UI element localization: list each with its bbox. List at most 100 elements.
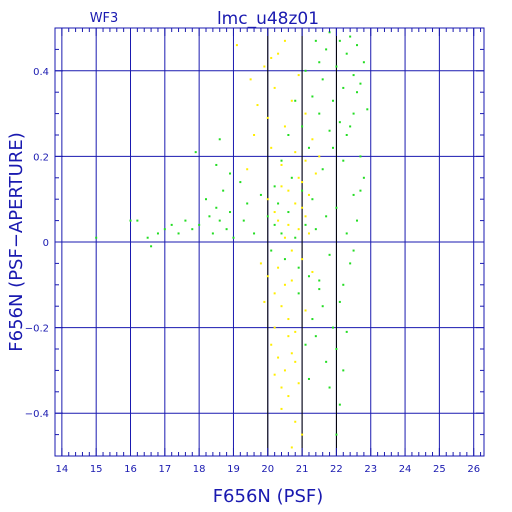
data-point (249, 78, 252, 81)
data-point (314, 335, 317, 338)
data-point (273, 223, 276, 226)
data-point (294, 202, 297, 205)
data-point (307, 275, 310, 278)
data-point (366, 108, 369, 111)
data-point (294, 236, 297, 239)
data-point (277, 202, 280, 205)
data-point (331, 146, 334, 149)
data-point (345, 52, 348, 55)
data-point (356, 219, 359, 222)
data-point (283, 369, 286, 372)
data-point (170, 223, 173, 226)
data-point (359, 155, 362, 158)
data-point (301, 189, 304, 192)
data-point (218, 219, 221, 222)
data-point (297, 228, 300, 231)
data-point (311, 198, 314, 201)
data-point (314, 172, 317, 175)
data-point (273, 292, 276, 295)
data-point (232, 236, 235, 239)
data-point (273, 373, 276, 376)
data-point (297, 266, 300, 269)
data-point (290, 279, 293, 282)
data-point (280, 305, 283, 308)
x-tick-label: 20 (261, 464, 274, 475)
data-point (314, 228, 317, 231)
grid-layer (55, 28, 484, 456)
data-point (311, 318, 314, 321)
x-tick-label: 14 (55, 464, 68, 475)
data-point (318, 112, 321, 115)
data-point (287, 211, 290, 214)
data-point (280, 185, 283, 188)
data-point (191, 228, 194, 231)
data-point (253, 134, 256, 136)
data-point (287, 318, 290, 321)
data-point (311, 138, 314, 141)
data-point (318, 155, 321, 158)
data-point (304, 309, 307, 312)
data-point (277, 266, 280, 269)
data-point (163, 228, 166, 231)
data-point (215, 163, 218, 166)
data-point (349, 262, 352, 265)
data-point (270, 343, 273, 346)
data-point (338, 300, 341, 303)
data-point (283, 236, 286, 239)
y-tick-label: −0.2 (25, 324, 49, 335)
data-point (290, 249, 293, 252)
data-point (287, 223, 290, 226)
data-point (297, 74, 300, 77)
data-point (318, 279, 321, 282)
data-point (297, 176, 300, 179)
data-point (150, 245, 153, 248)
data-point (259, 262, 262, 265)
y-tick-label: 0.4 (33, 67, 49, 78)
data-point (304, 112, 307, 115)
data-point (338, 403, 341, 406)
chart-title: lmc_u48z01 (217, 9, 319, 29)
data-point (235, 44, 238, 47)
data-point (318, 288, 321, 291)
x-tick-label: 15 (90, 464, 103, 475)
data-point (304, 223, 307, 226)
data-point (277, 356, 280, 359)
data-point (307, 232, 310, 235)
data-point (307, 146, 310, 149)
data-point (335, 206, 338, 209)
data-point (352, 74, 355, 77)
data-point (270, 249, 273, 252)
data-point (283, 125, 286, 128)
data-point (321, 78, 324, 81)
data-point (307, 193, 310, 196)
data-point (362, 176, 365, 179)
data-point (277, 219, 280, 222)
reference-lines-layer (267, 28, 337, 456)
data-point (301, 181, 304, 184)
data-point (294, 420, 297, 423)
data-point (297, 292, 300, 295)
data-point (95, 236, 98, 239)
data-point (342, 86, 345, 89)
data-point (246, 168, 249, 171)
points-layer (95, 31, 369, 449)
data-point (259, 193, 262, 196)
data-point (294, 151, 297, 154)
tick-labels-layer: 14 15 16 17 18 19 20 21 22 23 24 25 26 −0.4 −0.2 0 0.2 0.… (25, 67, 480, 475)
data-point (229, 211, 232, 214)
data-point (335, 348, 338, 350)
y-tick-label: 0 (43, 238, 49, 249)
data-point (177, 232, 180, 235)
data-point (301, 258, 304, 261)
data-point (229, 172, 232, 175)
data-point (321, 305, 324, 308)
data-point (266, 198, 269, 201)
data-point (280, 232, 283, 235)
data-point (314, 39, 317, 42)
data-point (290, 446, 293, 449)
data-point (294, 360, 297, 363)
data-point (328, 129, 331, 132)
data-point (301, 206, 304, 209)
data-point (294, 99, 297, 102)
